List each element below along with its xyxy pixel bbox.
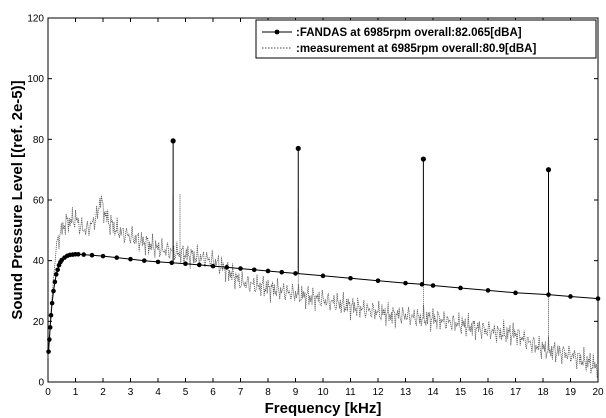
x-tick-label: 9: [293, 387, 299, 398]
fandas-point: [348, 275, 353, 281]
x-tick-label: 1: [73, 387, 79, 398]
legend-fandas-label: :FANDAS at 6985rpm overall:82.065[dBA]: [296, 27, 522, 39]
x-tick-label: 4: [155, 387, 161, 398]
fandas-point: [89, 252, 95, 258]
fandas-point: [48, 312, 54, 318]
x-tick-label: 6: [210, 387, 216, 398]
fandas-point: [49, 300, 55, 306]
y-tick-label: 20: [33, 317, 45, 328]
fandas-point: [279, 269, 285, 275]
fandas-point: [375, 278, 381, 283]
fandas-point: [265, 268, 271, 274]
fandas-point: [224, 265, 230, 270]
x-tick-label: 20: [592, 387, 604, 398]
x-axis-title: Frequency [kHz]: [265, 400, 382, 417]
plot-background: [47, 17, 599, 383]
x-tick-label: 10: [317, 387, 329, 398]
x-tick-label: 12: [372, 387, 384, 398]
fandas-point: [128, 256, 133, 262]
fandas-point: [55, 267, 60, 273]
x-tick-label: 5: [183, 387, 189, 398]
fandas-point: [238, 266, 243, 271]
fandas-point: [52, 279, 58, 285]
fandas-point: [595, 296, 601, 301]
x-tick-label: 0: [45, 387, 51, 398]
fandas-point: [196, 262, 202, 268]
fandas-point: [251, 267, 257, 273]
x-tick-label: 19: [565, 387, 577, 398]
fandas-point: [46, 349, 51, 354]
fandas-point: [47, 337, 52, 342]
fandas-point: [568, 294, 573, 299]
legend-measurement-label: :measurement at 6985rpm overall:80.9[dBA…: [296, 43, 536, 55]
fandas-point: [53, 272, 59, 277]
fandas-point: [183, 261, 188, 267]
fandas-point: [458, 285, 463, 291]
fandas-point: [320, 273, 326, 279]
x-tick-label: 17: [510, 387, 522, 398]
fandas-point: [485, 288, 491, 293]
x-tick-label: 2: [100, 387, 106, 398]
x-tick-label: 13: [400, 387, 412, 398]
fandas-point: [210, 263, 216, 269]
y-tick-label: 80: [33, 135, 45, 146]
fandas-point: [100, 253, 106, 259]
fandas-point: [141, 258, 147, 263]
fandas-series: [46, 138, 601, 354]
fandas-point: [51, 288, 56, 294]
x-tick-label: 18: [537, 387, 549, 398]
x-tick-label: 15: [455, 387, 467, 398]
fandas-point: [513, 290, 518, 296]
fandas-point: [293, 271, 298, 276]
fandas-point: [403, 280, 408, 286]
y-tick-label: 40: [33, 256, 45, 267]
legend-box: [255, 19, 597, 59]
y-tick-label: 120: [27, 14, 44, 25]
fandas-peak-point: [420, 156, 426, 162]
x-tick-label: 11: [345, 387, 356, 398]
y-axis-title: Sound Pressure Level [(ref. 2e-5)]: [9, 80, 26, 319]
x-tick-label: 14: [427, 387, 439, 398]
y-tick-label: 0: [38, 378, 44, 389]
fandas-point: [47, 325, 53, 330]
x-tick-label: 16: [482, 387, 494, 398]
y-tick-label: 100: [27, 74, 44, 85]
x-tick-label: 3: [128, 387, 134, 398]
fandas-peak-point: [170, 138, 176, 144]
fandas-point: [430, 283, 436, 288]
measurement-line: [47, 195, 599, 378]
fandas-point: [81, 252, 87, 257]
legend: :FANDAS at 6985rpm overall:82.065[dBA] :…: [255, 19, 597, 59]
fandas-peak-point: [545, 167, 552, 173]
x-tick-label: 7: [238, 387, 244, 398]
x-tick-label: 8: [265, 387, 271, 398]
fandas-peak-point: [295, 145, 301, 152]
fandas-point: [75, 251, 81, 257]
y-tick-label: 60: [33, 196, 45, 207]
legend-fandas-marker: [274, 29, 280, 35]
fandas-point: [114, 255, 120, 260]
fandas-point: [155, 259, 161, 265]
